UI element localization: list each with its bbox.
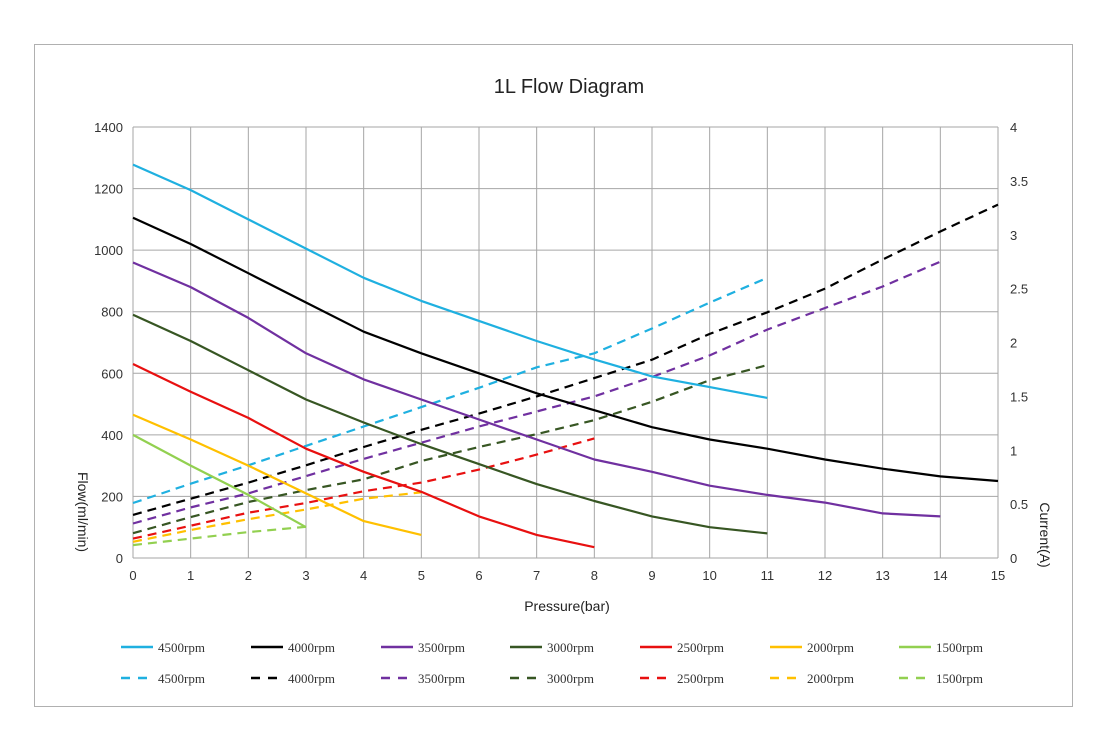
y-axis-label: Flow(ml/min) (75, 472, 91, 552)
flow-line-3500rpm (132, 261, 941, 518)
x-tick-label: 10 (702, 568, 716, 583)
legend-label-current: 3500rpm (418, 671, 465, 686)
tick-labels: 0 1 2 3 4 5 6 7 8 9 10 11 12 13 14 15020040060080010001… (94, 120, 1028, 583)
y2-tick-label: 2.5 (1010, 282, 1028, 297)
x-tick-label: 3 (302, 568, 309, 583)
legend-label-flow: 4000rpm (288, 640, 335, 655)
x-tick-label: 12 (818, 568, 832, 583)
current-line-2000rpm (132, 491, 422, 543)
x-axis-label: Pressure(bar) (524, 598, 610, 614)
y-tick-label: 1200 (94, 182, 123, 197)
legend-label-current: 4500rpm (158, 671, 205, 686)
legend-label-current: 2000rpm (807, 671, 854, 686)
chart-title: 1L Flow Diagram (494, 76, 644, 98)
flow-line-3000rpm (132, 313, 768, 535)
x-tick-label: 7 (533, 568, 540, 583)
y2-tick-label: 1.5 (1010, 389, 1028, 404)
legend-label-flow: 4500rpm (158, 640, 205, 655)
series-lines (132, 163, 999, 549)
y-tick-label: 800 (101, 305, 123, 320)
flow-line-4000rpm (132, 216, 999, 483)
y2-tick-label: 4 (1010, 120, 1017, 135)
y2-tick-label: 3.5 (1010, 174, 1028, 189)
x-tick-label: 2 (245, 568, 252, 583)
x-tick-label: 6 (475, 568, 482, 583)
flow-line-2500rpm (132, 363, 595, 549)
y-tick-label: 600 (101, 366, 123, 381)
current-line-3500rpm (132, 260, 941, 525)
current-line-2500rpm (132, 437, 595, 540)
legend-label-flow: 3000rpm (547, 640, 594, 655)
legend-label-flow: 2500rpm (677, 640, 724, 655)
y2-tick-label: 2 (1010, 336, 1017, 351)
y-tick-label: 0 (116, 551, 123, 566)
chart-frame (34, 44, 1073, 707)
x-tick-label: 9 (648, 568, 655, 583)
x-tick-label: 14 (933, 568, 947, 583)
x-tick-label: 0 (129, 568, 136, 583)
legend-label-current: 2500rpm (677, 671, 724, 686)
x-tick-label: 11 (761, 568, 775, 583)
y2-tick-label: 1 (1010, 443, 1017, 458)
y-tick-label: 1000 (94, 243, 123, 258)
legend-label-flow: 3500rpm (418, 640, 465, 655)
y-tick-label: 1400 (94, 120, 123, 135)
y-tick-label: 200 (101, 489, 123, 504)
y2-axis-label: Current(A) (1037, 502, 1053, 567)
current-line-4500rpm (132, 276, 768, 505)
grid (132, 126, 999, 559)
current-line-4000rpm (132, 203, 999, 516)
y-tick-label: 400 (101, 428, 123, 443)
y2-tick-label: 0.5 (1010, 497, 1028, 512)
legend-label-current: 4000rpm (288, 671, 335, 686)
flow-line-2000rpm (132, 413, 422, 536)
x-tick-label: 13 (875, 568, 889, 583)
legend-label-flow: 2000rpm (807, 640, 854, 655)
x-tick-label: 5 (418, 568, 425, 583)
y2-tick-label: 3 (1010, 228, 1017, 243)
legend-label-flow: 1500rpm (936, 640, 983, 655)
x-tick-label: 1 (187, 568, 194, 583)
x-tick-label: 8 (591, 568, 598, 583)
legend-label-current: 3000rpm (547, 671, 594, 686)
x-tick-label: 15 (991, 568, 1005, 583)
y2-tick-label: 0 (1010, 551, 1017, 566)
current-line-3000rpm (132, 364, 768, 535)
legend: 4500rpm 4000rpm 3500rpm 3000rpm 2500rpm 2000r… (121, 640, 983, 686)
flow-line-1500rpm (132, 433, 307, 529)
flow-line-4500rpm (132, 163, 768, 399)
x-tick-label: 4 (360, 568, 367, 583)
legend-label-current: 1500rpm (936, 671, 983, 686)
